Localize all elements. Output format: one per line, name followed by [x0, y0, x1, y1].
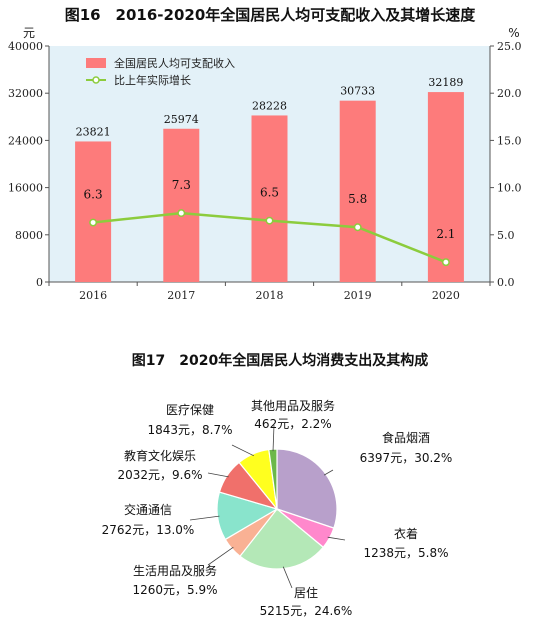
left-tick-label: 8000 — [15, 229, 43, 242]
pie-labels: 食品烟酒 6397元，30.2% 衣着 1238元，5.8% 居住 5215元，24.6%… — [102, 398, 453, 618]
pie-label-name: 教育文化娱乐 — [124, 448, 196, 463]
growth-line-group — [89, 209, 450, 267]
income-bar — [163, 128, 200, 282]
income-bar — [427, 92, 464, 282]
right-tick-label: 20.0 — [497, 87, 522, 100]
pie-leader-line — [231, 444, 255, 457]
legend-bar-label: 全国居民人均可支配收入 — [114, 56, 235, 70]
chart16-title: 图16 2016-2020年全国居民人均可支配收入及其增长速度 — [65, 6, 477, 24]
income-bar — [339, 100, 376, 283]
x-tick-label: 2020 — [432, 289, 460, 302]
income-bar-label: 28228 — [252, 99, 287, 112]
growth-marker — [265, 216, 274, 225]
pie-leader-line — [207, 546, 234, 566]
pie-label-value: 2762元，13.0% — [102, 523, 195, 537]
pie-label-value: 462元，2.2% — [254, 417, 331, 431]
pie-leader-line — [207, 472, 229, 478]
x-tick-label: 2019 — [344, 289, 372, 302]
growth-label: 6.3 — [84, 188, 103, 202]
growth-label: 2.1 — [436, 227, 455, 241]
legend-line-marker — [92, 76, 100, 84]
right-tick-label: 5.0 — [497, 229, 515, 242]
x-tick-label: 2016 — [79, 289, 107, 302]
income-bar-label: 25974 — [164, 113, 199, 126]
income-bar — [75, 141, 112, 282]
growth-marker — [441, 258, 450, 267]
right-tick-label: 10.0 — [497, 182, 522, 195]
left-tick-label: 16000 — [8, 182, 43, 195]
pie-label-name: 生活用品及服务 — [133, 563, 217, 578]
pie-label-value: 6397元，30.2% — [360, 451, 453, 465]
pie-label-value: 5215元，24.6% — [260, 604, 353, 618]
right-tick-label: 15.0 — [497, 134, 522, 147]
pie-leader-line — [189, 515, 220, 521]
pie-leader-line — [272, 424, 275, 452]
pie-label-value: 2032元，9.6% — [117, 468, 202, 482]
income-bar-label: 23821 — [76, 125, 111, 138]
pie-label-name: 其他用品及服务 — [251, 398, 335, 413]
right-y-ticks: 0.0 5.0 10.0 15.0 20.0 25.0 — [490, 40, 522, 289]
pie-label-value: 1260元，5.9% — [132, 583, 217, 597]
legend-line-label: 比上年实际增长 — [114, 73, 191, 87]
growth-marker — [89, 218, 98, 227]
pie-label-name: 食品烟酒 — [382, 430, 430, 445]
growth-label: 7.3 — [172, 178, 191, 192]
right-tick-label: 0.0 — [497, 276, 515, 289]
x-tick-label: 2018 — [256, 289, 284, 302]
right-tick-label: 25.0 — [497, 40, 522, 53]
legend-bar-swatch — [86, 58, 106, 68]
growth-label: 6.5 — [260, 186, 279, 200]
consumption-pie — [216, 448, 338, 570]
x-tick-label: 2017 — [167, 289, 195, 302]
income-bar-label: 32189 — [428, 76, 463, 89]
income-bar-labels: 23821 25974 28228 30733 32189 — [76, 76, 464, 138]
pie-slice — [239, 508, 325, 570]
left-y-ticks: 0 8000 16000 24000 32000 40000 — [8, 40, 49, 289]
left-tick-label: 40000 — [8, 40, 43, 53]
growth-marker — [353, 223, 362, 232]
left-tick-label: 32000 — [8, 87, 43, 100]
left-axis-unit: 元 — [23, 26, 35, 40]
left-tick-label: 0 — [36, 276, 43, 289]
growth-labels: 6.3 7.3 6.5 5.8 2.1 — [84, 178, 456, 241]
income-bar — [251, 115, 288, 282]
pie-leader-line — [323, 469, 334, 476]
chart17-title: 图17 2020年全国居民人均消费支出及其构成 — [132, 352, 428, 369]
income-bar-label: 30733 — [340, 85, 375, 98]
income-bars — [75, 92, 464, 283]
x-ticks: 2016 2017 2018 2019 2020 — [48, 282, 491, 302]
pie-label-name: 居住 — [294, 586, 318, 600]
pie-label-value: 1238元，5.8% — [363, 546, 448, 560]
growth-label: 5.8 — [348, 192, 367, 206]
left-tick-label: 24000 — [8, 134, 43, 147]
pie-leader-line — [327, 536, 346, 541]
growth-marker — [177, 209, 186, 218]
pie-label-name: 衣着 — [394, 526, 418, 541]
pie-label-name: 医疗保健 — [166, 403, 214, 417]
chart16-legend: 全国居民人均可支配收入 比上年实际增长 — [86, 56, 235, 87]
pie-label-name: 交通通信 — [124, 502, 172, 517]
pie-label-value: 1843元，8.7% — [147, 423, 232, 437]
pie-leader-line — [282, 566, 293, 589]
right-axis-unit: % — [508, 26, 519, 40]
